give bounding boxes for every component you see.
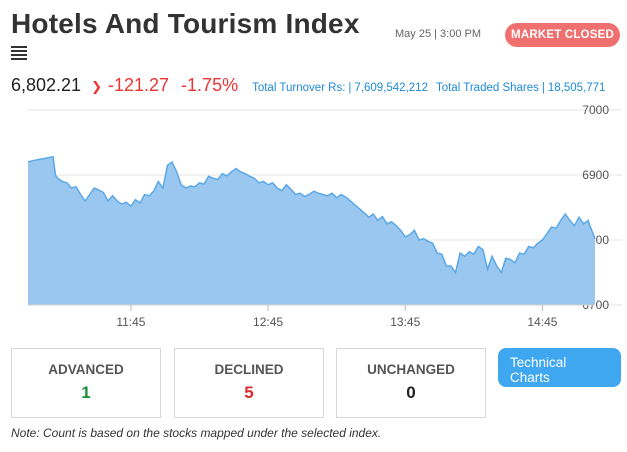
index-value: 6,802.21 xyxy=(11,75,82,95)
index-change: -121.27 xyxy=(107,75,170,95)
declined-label: DECLINED xyxy=(214,362,284,377)
unchanged-count: 0 xyxy=(406,383,416,402)
total-traded-shares: Total Traded Shares | 18,505,771 xyxy=(435,82,606,94)
x-tick-label-2: 13:45 xyxy=(390,315,420,329)
unchanged-card: UNCHANGED 0 xyxy=(336,348,486,418)
chevron-down-icon: ❯ xyxy=(91,79,102,94)
index-change-percent: -1.75% xyxy=(181,75,239,95)
total-turnover: Total Turnover Rs: | 7,609,542,212 xyxy=(252,82,428,94)
declined-card: DECLINED 5 xyxy=(174,348,324,418)
advanced-count: 1 xyxy=(81,383,91,402)
technical-charts-line2: Charts xyxy=(510,370,550,385)
total-traded-value: 18,505,771 xyxy=(547,82,606,94)
unchanged-label: UNCHANGED xyxy=(367,362,455,377)
technical-charts-line1: Technical xyxy=(510,355,567,370)
x-tick-label-0: 11:45 xyxy=(116,315,145,329)
market-status-badge: MARKET CLOSED xyxy=(505,23,620,47)
breadth-cards: ADVANCED 1 DECLINED 5 UNCHANGED 0 Techni… xyxy=(11,348,623,420)
y-tick-label-7000: 7000 xyxy=(582,103,609,117)
total-traded-label: Total Traded Shares xyxy=(435,82,539,94)
x-tick-label-1: 12:45 xyxy=(253,315,283,329)
y-tick-label-6900: 6900 xyxy=(582,168,609,182)
page-title: Hotels And Tourism Index xyxy=(11,8,360,39)
declined-count: 5 xyxy=(244,383,254,402)
index-summary: 6,802.21 ❯ -121.27 -1.75% Total Turnover… xyxy=(11,75,613,96)
index-series-line xyxy=(27,155,596,275)
technical-charts-button[interactable]: Technical Charts xyxy=(498,348,621,387)
index-chart[interactable]: 7000 6900 6800 6700 11:45 12:45 13:45 14:45 xyxy=(0,100,627,340)
market-datetime: May 25 | 3:00 PM xyxy=(395,28,482,40)
footnote: Note: Count is based on the stocks mappe… xyxy=(11,426,382,440)
total-turnover-label: Total Turnover Rs: xyxy=(252,82,346,94)
advanced-card: ADVANCED 1 xyxy=(11,348,161,418)
x-tick-label-3: 14:45 xyxy=(527,315,557,329)
total-turnover-value: 7,609,542,212 xyxy=(354,82,428,94)
advanced-label: ADVANCED xyxy=(48,362,124,377)
index-area-fill xyxy=(28,156,595,305)
hamburger-menu-icon[interactable] xyxy=(11,46,27,60)
